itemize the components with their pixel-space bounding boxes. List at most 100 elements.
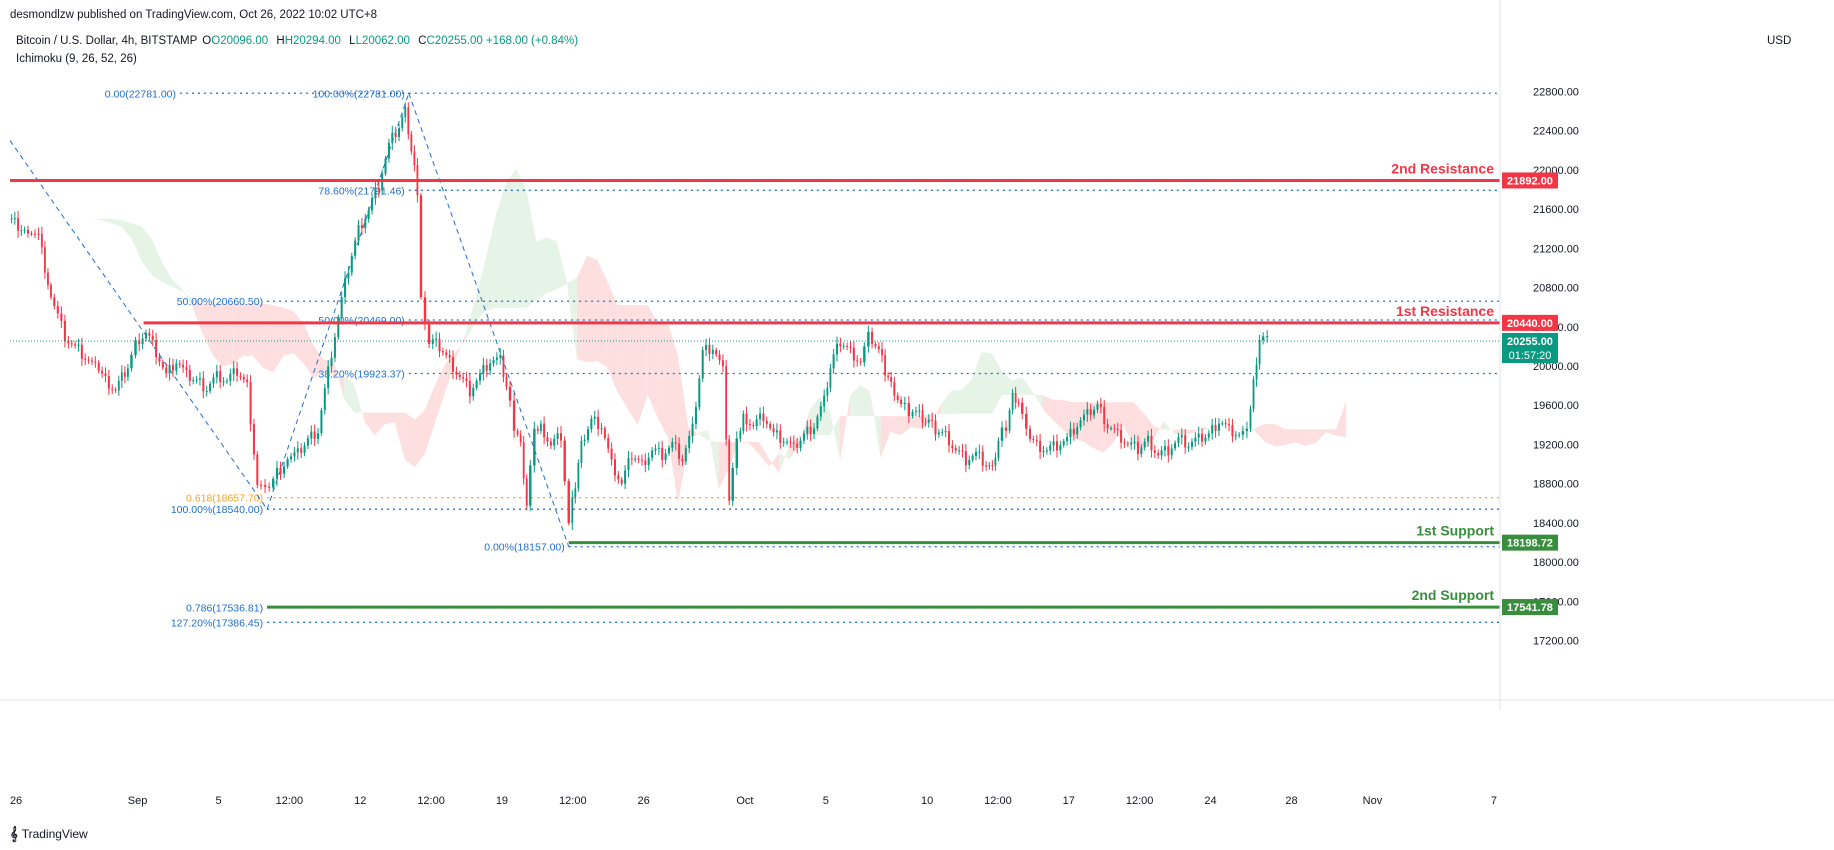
cloud-segment [607, 281, 618, 392]
candle-body [239, 375, 242, 377]
candle-body [802, 433, 805, 441]
candle-body [735, 438, 738, 468]
candle-body [593, 416, 596, 419]
support-2-price: 17541.78 [1507, 602, 1553, 614]
candle-body [303, 445, 306, 453]
candle-body [1204, 437, 1207, 442]
candle-body [816, 416, 819, 429]
candle-body [620, 479, 623, 484]
candle-body [1069, 428, 1072, 438]
cloud-segment [951, 390, 962, 415]
candle-body [168, 365, 171, 374]
cloud-segment [718, 442, 729, 490]
candle-body [293, 452, 296, 457]
published-byline: desmondlzw published on TradingView.com,… [10, 9, 378, 21]
candle-body [357, 225, 360, 241]
price-labels: 21892.00 20440.00 18198.72 17541.78 20255.00… [10, 172, 1558, 616]
candle-body [678, 443, 681, 459]
candle-body [317, 433, 320, 439]
cloud-segment [101, 218, 112, 224]
cloud-segment [161, 262, 172, 287]
candle-body [739, 430, 742, 439]
footer-brand[interactable]: TradingView [21, 827, 88, 841]
candle-body [1150, 436, 1153, 451]
candle-body [947, 431, 951, 446]
symbol-title[interactable]: Bitcoin / U.S. Dollar, 4h, BITSTAMP [16, 35, 198, 47]
candle-body [198, 378, 201, 380]
cloud-segment [1315, 429, 1326, 443]
candle-body [344, 278, 347, 298]
cloud-segment [374, 412, 385, 436]
x-tick-label: 24 [1204, 795, 1216, 807]
candle-body [13, 218, 16, 220]
candle-body [495, 357, 498, 360]
candle-body [627, 458, 630, 471]
candle-body [839, 343, 842, 347]
candle-body [1184, 435, 1187, 448]
candle-body [748, 424, 751, 426]
indicator-legend[interactable]: Ichimoku (9, 26, 52, 26) [16, 53, 137, 65]
cloud-segment [404, 412, 415, 468]
cloud-segment [1234, 427, 1245, 430]
candle-body [968, 459, 971, 466]
fib-level-label: 0.618(18657.70) [186, 493, 263, 505]
cloud-segment [232, 303, 243, 365]
candle-body [508, 386, 512, 401]
fib-trend-line [408, 93, 570, 547]
tradingview-logo-icon[interactable]: 𝄞 [10, 826, 18, 841]
candle-body [1079, 420, 1082, 428]
y-tick-label: 20800.00 [1533, 283, 1579, 295]
x-tick-label: 17 [1063, 795, 1075, 807]
cloud-segment [111, 218, 122, 227]
candle-body [522, 442, 525, 479]
candle-body [1014, 393, 1017, 403]
candle-body [1221, 423, 1224, 425]
candle-body [171, 365, 174, 371]
x-tick-label: 12:00 [559, 795, 587, 807]
candle-body [536, 428, 539, 431]
candle-body [1109, 428, 1112, 430]
candle-body [123, 372, 126, 377]
candle-body [887, 375, 890, 378]
candle-body [829, 368, 832, 388]
candle-body [377, 188, 380, 191]
candle-body [259, 484, 263, 486]
candle-body [465, 378, 468, 381]
fib-level-label: 100.00%(18540.00) [171, 504, 263, 516]
candle-body [381, 173, 384, 191]
candle-body [603, 428, 606, 438]
candle-body [651, 450, 654, 458]
candle-body [937, 432, 940, 435]
candle-body [120, 372, 123, 381]
candle-body [17, 218, 20, 231]
candle-body [232, 368, 235, 374]
cloud-segment [1295, 429, 1306, 446]
candle-body [934, 420, 937, 435]
x-tick-label: 19 [496, 795, 508, 807]
candle-body [512, 400, 516, 431]
candle-body [789, 441, 792, 443]
candle-body [337, 316, 340, 338]
candle-body [387, 143, 390, 159]
candle-body [47, 272, 49, 285]
resistance-2-price-tag [1502, 172, 1558, 189]
cloud-segment [1082, 402, 1094, 448]
cloud-segment [354, 384, 365, 422]
ohlc-values: OO20096.00 HH20294.00 LL20062.00 CC20255… [202, 35, 579, 47]
y-tick-label: 17200.00 [1533, 636, 1579, 648]
cloud-segment [303, 323, 314, 379]
cloud-segment [485, 215, 496, 311]
candle-body [330, 357, 333, 367]
x-tick-label: 12:00 [1126, 795, 1154, 807]
candle-body [256, 454, 259, 485]
candle-body [978, 451, 981, 453]
resistance-2-label: 2nd Resistance [1391, 160, 1494, 176]
cloud-segment [333, 361, 345, 399]
cloud-segment [526, 189, 537, 308]
candle-body [674, 442, 677, 444]
candle-body [529, 465, 532, 506]
candle-body [60, 313, 63, 321]
cloud-segment [647, 305, 658, 418]
candle-body [580, 440, 583, 463]
